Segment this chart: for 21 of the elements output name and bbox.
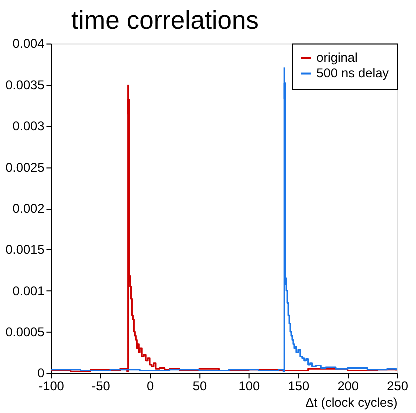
y-tick-label: 0.003: [12, 118, 45, 134]
x-tick-label: 250: [387, 378, 408, 394]
y-tick-label: 0.002: [12, 200, 45, 216]
x-tick-label: 200: [338, 378, 360, 394]
x-tick-label: 150: [288, 378, 310, 394]
y-tick-label: 0.001: [12, 283, 45, 298]
x-tick-label: 0: [146, 378, 154, 394]
y-tick-label: 0.0025: [6, 160, 45, 175]
x-axis-title: Δt (clock cycles): [306, 395, 398, 410]
x-tick-label: 50: [192, 378, 208, 394]
y-tick-label: 0: [38, 366, 45, 381]
y-tick-label: 0.0015: [6, 242, 45, 258]
x-tick-label: 100: [238, 378, 260, 394]
legend-label: 500 ns delay: [316, 66, 390, 81]
y-tick-label: 0.004: [12, 36, 45, 52]
x-tick-label: -100: [38, 378, 64, 394]
chart-title: time correlations: [72, 7, 259, 36]
y-tick-label: 0.0005: [6, 324, 45, 340]
x-tick-label: -50: [92, 378, 110, 394]
legend-label: original: [316, 50, 358, 65]
y-tick-label: 0.0035: [6, 77, 45, 92]
